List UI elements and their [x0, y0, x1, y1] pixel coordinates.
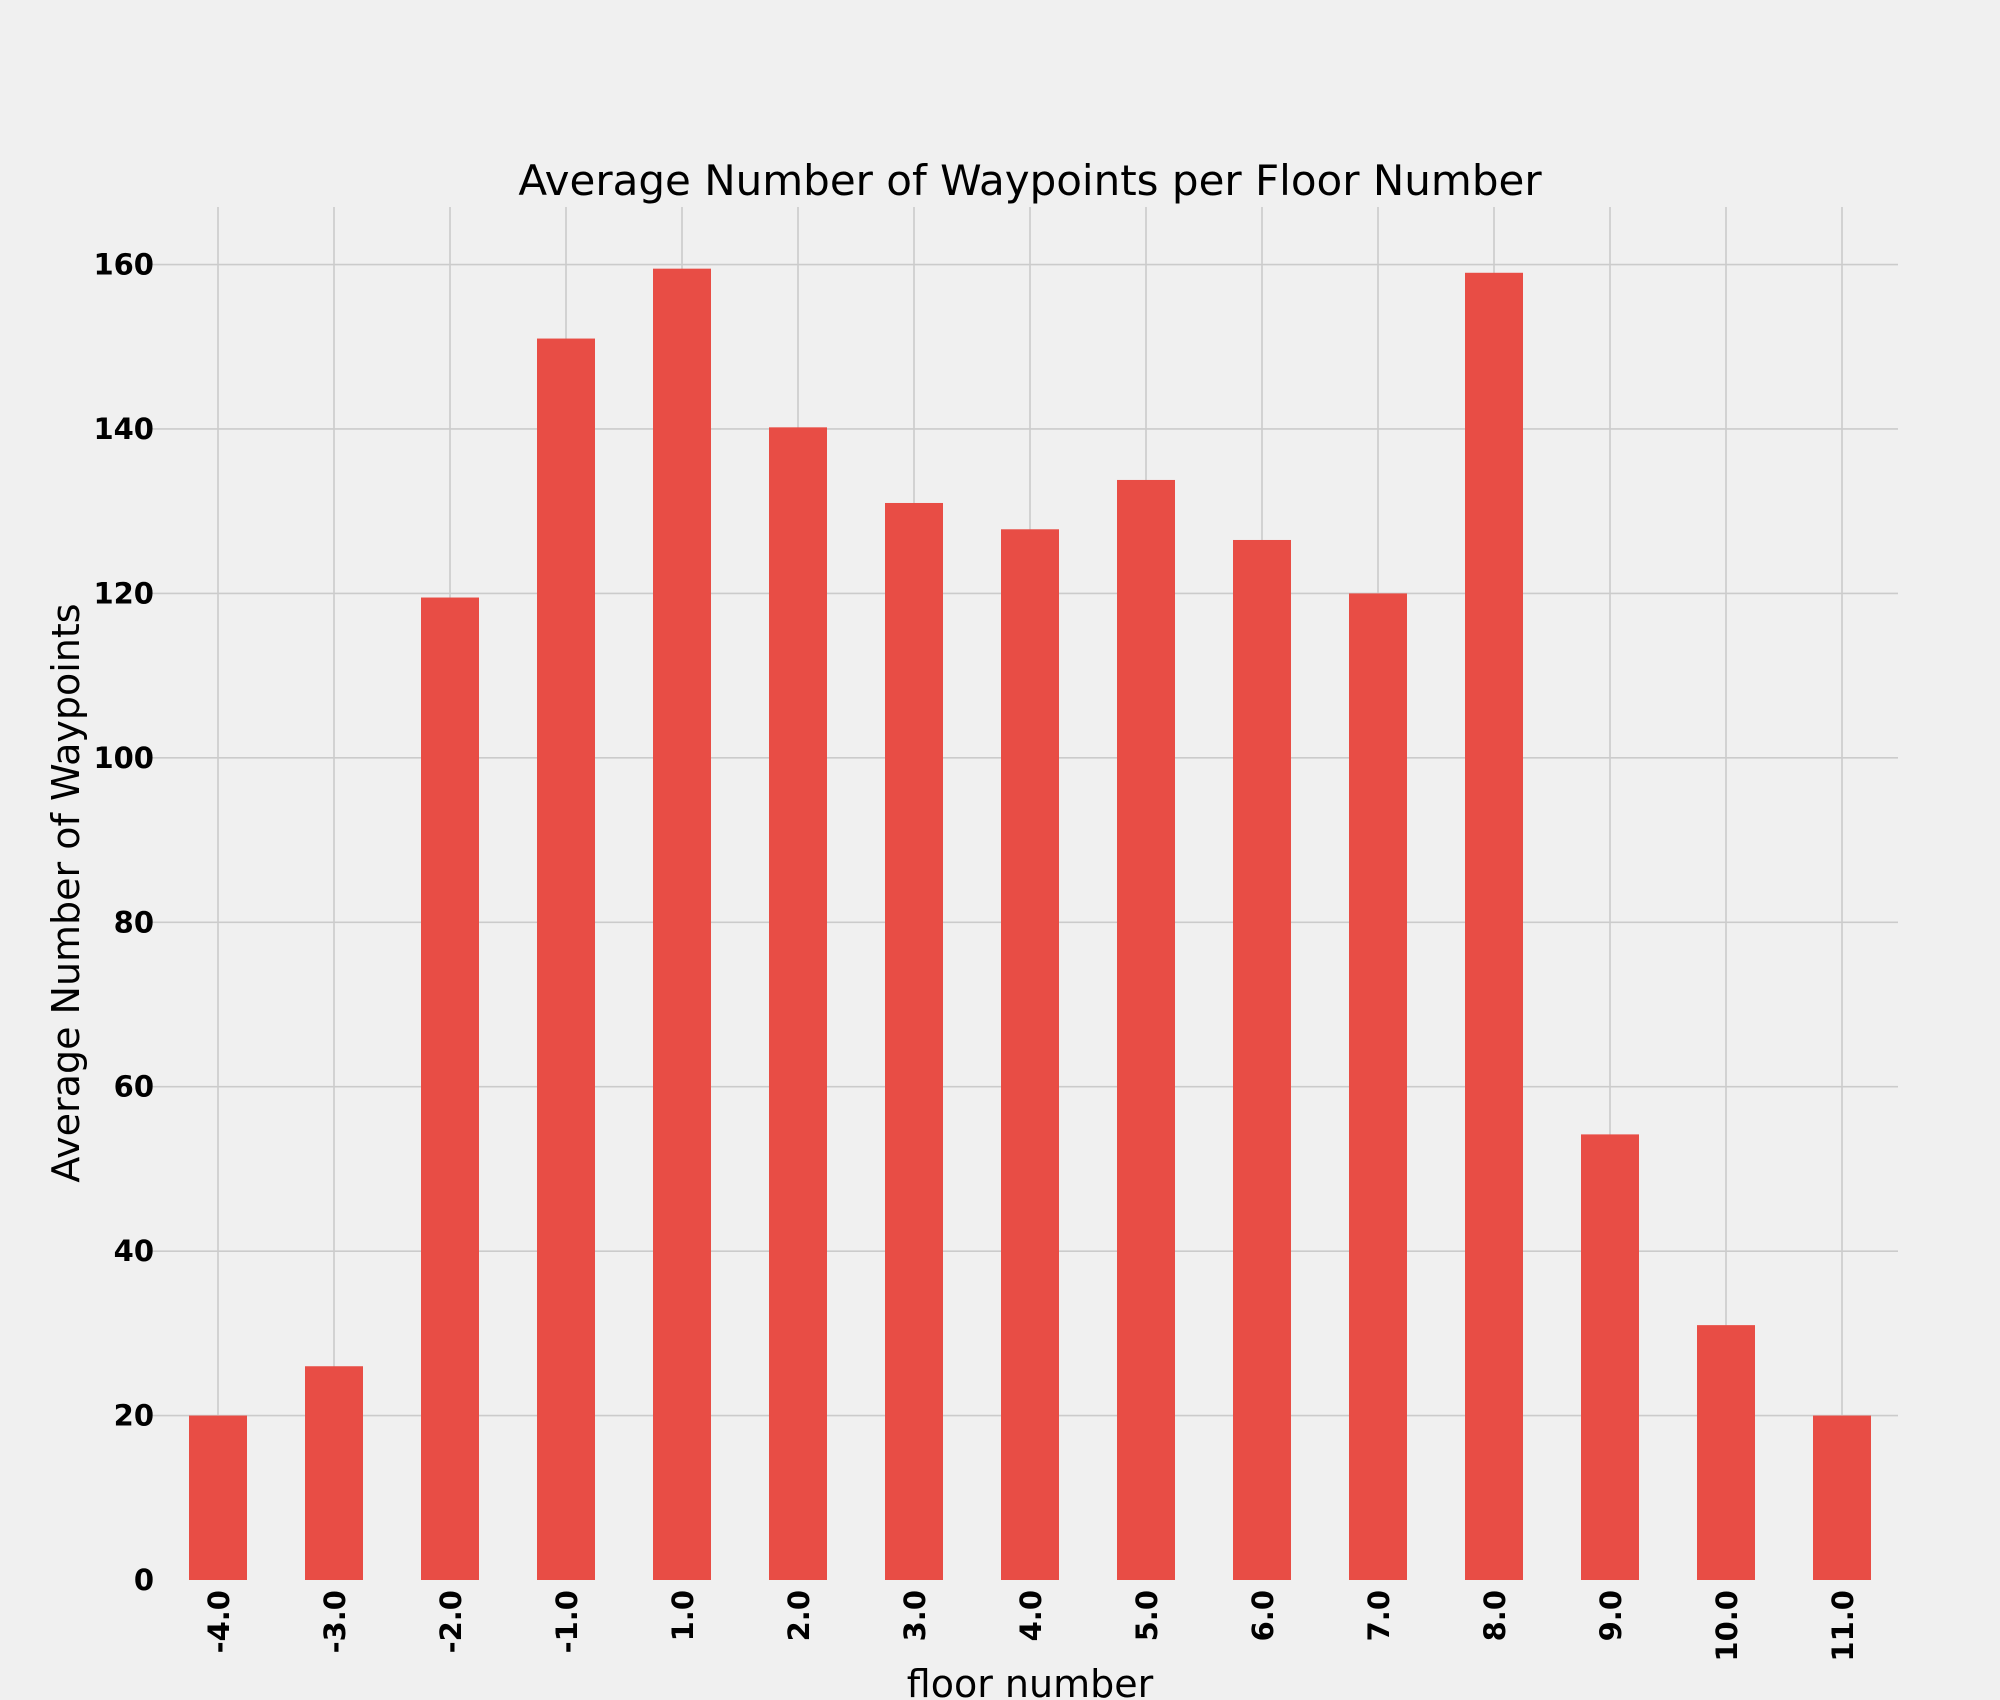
bar: [1813, 1415, 1871, 1580]
y-tick-label: 120: [93, 576, 154, 610]
x-tick-label: 7.0: [1362, 1590, 1396, 1641]
x-tick-label: 2.0: [782, 1590, 816, 1641]
bar: [1233, 539, 1291, 1580]
x-tick-label: 6.0: [1246, 1590, 1280, 1641]
y-tick-labels: 0 20 40 60 80 100 120 140 160: [93, 248, 154, 1597]
bar: [885, 502, 943, 1580]
y-tick-label: 160: [93, 248, 154, 282]
x-tick-label: -4.0: [202, 1590, 236, 1653]
x-tick-label: -3.0: [318, 1590, 352, 1653]
y-tick-label: 100: [93, 741, 154, 775]
y-tick-label: 0: [134, 1563, 154, 1597]
y-tick-label: 80: [114, 905, 154, 939]
bar: [421, 597, 479, 1580]
bar: [1349, 593, 1407, 1580]
x-tick-label: 3.0: [898, 1590, 932, 1641]
y-axis-label: Average Number of Waypoints: [44, 603, 88, 1182]
bar: [1697, 1325, 1755, 1580]
bar-layer: [189, 268, 1871, 1581]
y-tick-label: 20: [114, 1399, 154, 1433]
x-tick-label: 1.0: [666, 1590, 700, 1641]
x-tick-label: 10.0: [1710, 1590, 1744, 1662]
chart-title: Average Number of Waypoints per Floor Nu…: [518, 156, 1542, 205]
bar: [1117, 479, 1175, 1580]
x-tick-label: -1.0: [550, 1590, 584, 1653]
bar: [189, 1415, 247, 1580]
x-tick-label: 5.0: [1130, 1590, 1164, 1641]
y-tick-label: 60: [114, 1070, 154, 1104]
bar: [537, 338, 595, 1580]
bar: [769, 427, 827, 1580]
bar: [1465, 272, 1523, 1580]
x-tick-label: 4.0: [1014, 1590, 1048, 1641]
x-tick-labels: -4.0 -3.0 -2.0 -1.0 1.0 2.0 3.0 4.0 5.0 6.0 7.0 8.0…: [202, 1590, 1860, 1662]
bar: [1581, 1134, 1639, 1580]
x-tick-label: 11.0: [1826, 1590, 1860, 1662]
bar: [305, 1366, 363, 1580]
y-tick-label: 40: [114, 1234, 154, 1268]
x-tick-label: -2.0: [434, 1590, 468, 1653]
x-tick-label: 9.0: [1594, 1590, 1628, 1641]
bar: [653, 268, 711, 1581]
y-tick-label: 140: [93, 412, 154, 446]
bar: [1001, 529, 1059, 1580]
x-tick-label: 8.0: [1478, 1590, 1512, 1641]
x-axis-label: floor number: [907, 1662, 1154, 1700]
